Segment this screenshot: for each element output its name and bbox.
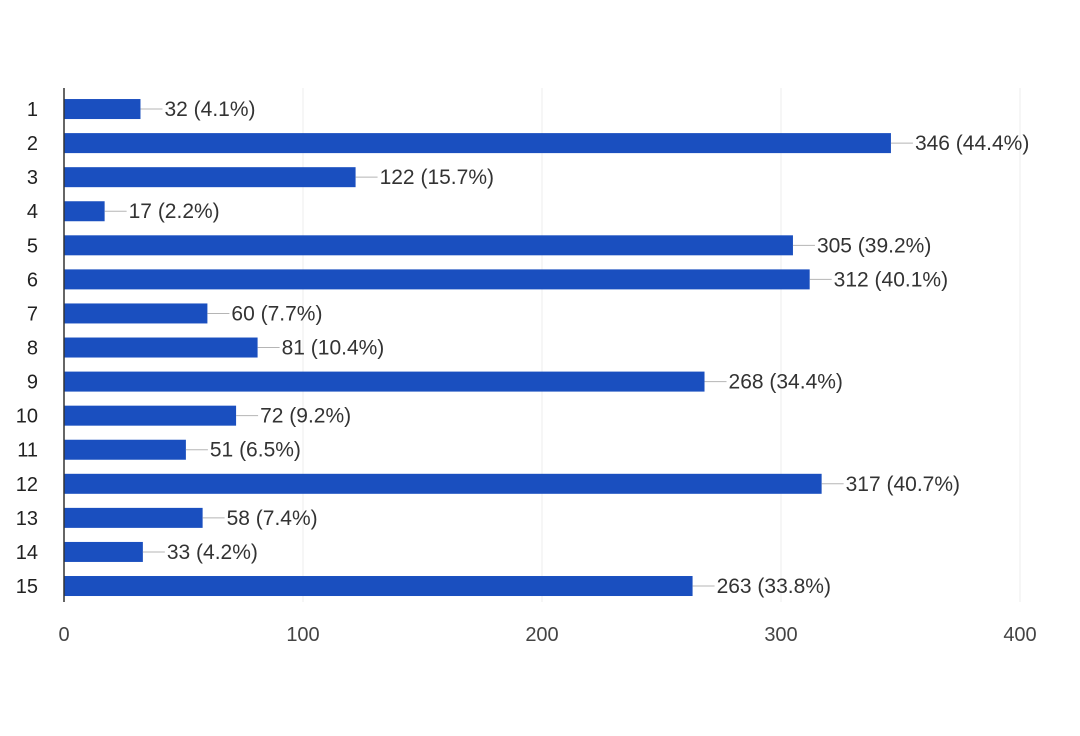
x-tick-label: 100: [286, 624, 319, 646]
bar: [64, 439, 186, 460]
category-label: 13: [16, 508, 38, 530]
category-label: 11: [17, 440, 38, 462]
bar: [64, 167, 356, 188]
category-label: 10: [16, 406, 38, 428]
bar: [64, 405, 237, 426]
data-label: 81 (10.4%): [282, 337, 385, 360]
category-label: 15: [16, 576, 38, 598]
category-label: 9: [27, 372, 38, 394]
category-label: 4: [27, 201, 38, 223]
data-label: 268 (34.4%): [729, 371, 843, 394]
data-label: 317 (40.7%): [846, 473, 960, 496]
bar: [64, 269, 810, 290]
category-label: 12: [16, 474, 38, 496]
category-label: 7: [27, 303, 38, 325]
x-tick-label: 400: [1003, 624, 1036, 646]
data-label: 17 (2.2%): [129, 200, 220, 223]
data-label: 263 (33.8%): [717, 575, 831, 598]
x-tick-label: 200: [525, 624, 558, 646]
bar: [64, 201, 105, 222]
data-label: 51 (6.5%): [210, 439, 301, 462]
category-label: 1: [27, 99, 38, 121]
bar: [64, 507, 203, 528]
data-label: 60 (7.7%): [231, 302, 322, 325]
bar: [64, 133, 891, 154]
category-label: 3: [27, 167, 38, 189]
data-label: 122 (15.7%): [380, 166, 494, 189]
bar: [64, 371, 705, 392]
grid-lines: [302, 88, 1021, 602]
bar: [64, 473, 822, 494]
bar: [64, 337, 258, 358]
data-labels: 32 (4.1%) 346 (44.4%) 122 (15.7%) 17 (2.2%)…: [104, 98, 1029, 598]
data-label: 346 (44.4%): [915, 132, 1029, 155]
x-tick-label: 0: [58, 624, 69, 646]
data-label: 312 (40.1%): [834, 268, 948, 291]
data-label: 72 (9.2%): [260, 405, 351, 428]
category-label: 5: [27, 235, 38, 257]
data-label: 305 (39.2%): [817, 234, 931, 257]
data-label: 32 (4.1%): [164, 98, 255, 121]
category-label: 6: [27, 269, 38, 291]
category-label: 8: [27, 338, 38, 360]
bar: [64, 99, 141, 120]
bar: [64, 235, 793, 256]
bar: [64, 576, 693, 597]
x-tick-label: 300: [764, 624, 797, 646]
data-label: 58 (7.4%): [227, 507, 318, 530]
bars: [64, 99, 891, 597]
category-label: 2: [27, 133, 38, 155]
bar: [64, 303, 208, 324]
category-label: 14: [16, 542, 38, 564]
bar: [64, 541, 143, 562]
data-label: 33 (4.2%): [167, 541, 258, 564]
